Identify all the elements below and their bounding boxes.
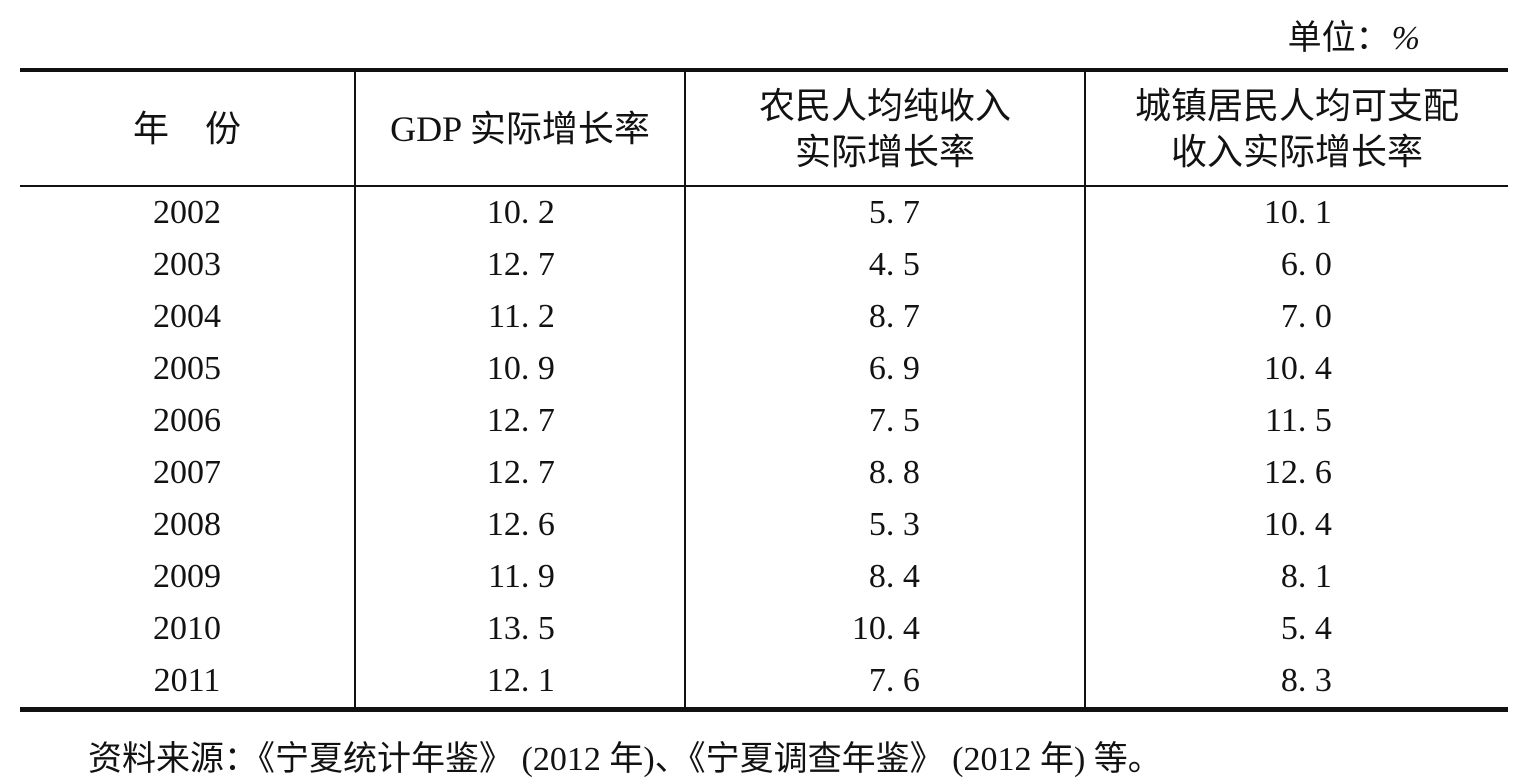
cell-value: 10. 9 bbox=[486, 350, 555, 387]
cell-gdp-growth: 11. 2 bbox=[354, 291, 685, 343]
table-row: 2007 12. 7 8. 8 12. 6 bbox=[20, 447, 1508, 499]
cell-value: 12. 1 bbox=[486, 662, 555, 699]
cell-value: 6. 0 bbox=[1280, 246, 1332, 283]
cell-year: 2010 bbox=[153, 610, 221, 647]
cell-rural-income-growth: 4. 5 bbox=[684, 239, 1085, 291]
cell-gdp-growth: 12. 6 bbox=[354, 499, 685, 551]
cell-gdp-growth: 11. 9 bbox=[354, 551, 685, 603]
cell-value: 8. 7 bbox=[868, 298, 920, 335]
cell-value: 12. 7 bbox=[486, 402, 555, 439]
header-text: 实际增长率 bbox=[794, 131, 975, 172]
cell-urban-income-growth: 6. 0 bbox=[1084, 239, 1508, 291]
table-row: 2008 12. 6 5. 3 10. 4 bbox=[20, 499, 1508, 551]
cell-value: 10. 4 bbox=[1263, 506, 1332, 543]
cell-gdp-growth: 10. 2 bbox=[354, 186, 685, 239]
unit-note-label: 单位： bbox=[1287, 20, 1390, 57]
cell-value: 11. 5 bbox=[1265, 402, 1332, 439]
header-text: 收入实际增长率 bbox=[1170, 131, 1423, 172]
column-header-rural-income-growth: 农民人均纯收入 实际增长率 bbox=[684, 70, 1085, 186]
table-row: 2010 13. 5 10. 4 5. 4 bbox=[20, 603, 1508, 655]
column-header-gdp-growth: GDP 实际增长率 bbox=[354, 70, 685, 186]
cell-value: 12. 7 bbox=[486, 246, 555, 283]
cell-rural-income-growth: 7. 5 bbox=[684, 395, 1085, 447]
cell-rural-income-growth: 8. 7 bbox=[684, 291, 1085, 343]
cell-gdp-growth: 12. 7 bbox=[354, 447, 685, 499]
cell-value: 5. 4 bbox=[1280, 610, 1332, 647]
cell-value: 11. 9 bbox=[488, 558, 555, 595]
table-row: 2002 10. 2 5. 7 10. 1 bbox=[20, 186, 1508, 239]
cell-rural-income-growth: 6. 9 bbox=[684, 343, 1085, 395]
cell-value: 11. 2 bbox=[488, 298, 555, 335]
cell-gdp-growth: 10. 9 bbox=[354, 343, 685, 395]
cell-value: 7. 6 bbox=[868, 662, 920, 699]
cell-urban-income-growth: 10. 1 bbox=[1084, 186, 1508, 239]
cell-value: 5. 7 bbox=[868, 194, 920, 231]
cell-year: 2009 bbox=[153, 558, 221, 595]
unit-note-value: % bbox=[1391, 20, 1420, 57]
cell-urban-income-growth: 8. 3 bbox=[1084, 655, 1508, 710]
cell-value: 12. 6 bbox=[486, 506, 555, 543]
cell-rural-income-growth: 5. 3 bbox=[684, 499, 1085, 551]
cell-value: 12. 7 bbox=[486, 454, 555, 491]
cell-value: 8. 4 bbox=[868, 558, 920, 595]
table-row: 2006 12. 7 7. 5 11. 5 bbox=[20, 395, 1508, 447]
source-note: 资料来源：《宁夏统计年鉴》 (2012 年)、《宁夏调查年鉴》 (2012 年)… bbox=[88, 741, 1162, 778]
column-header-year: 年 份 bbox=[20, 70, 355, 186]
cell-value: 10. 2 bbox=[486, 194, 555, 231]
cell-value: 10. 4 bbox=[1263, 350, 1332, 387]
column-header-urban-income-growth: 城镇居民人均可支配 收入实际增长率 bbox=[1084, 70, 1508, 186]
cell-value: 7. 0 bbox=[1280, 298, 1332, 335]
cell-value: 10. 1 bbox=[1263, 194, 1332, 231]
cell-value: 8. 8 bbox=[868, 454, 920, 491]
cell-year: 2008 bbox=[153, 506, 221, 543]
cell-year: 2011 bbox=[153, 662, 221, 699]
cell-value: 5. 3 bbox=[868, 506, 920, 543]
cell-gdp-growth: 12. 7 bbox=[354, 395, 685, 447]
cell-value: 7. 5 bbox=[868, 402, 920, 439]
cell-value: 13. 5 bbox=[486, 610, 555, 647]
cell-year: 2007 bbox=[153, 454, 221, 491]
cell-rural-income-growth: 8. 8 bbox=[684, 447, 1085, 499]
cell-gdp-growth: 12. 1 bbox=[354, 655, 685, 710]
cell-year: 2005 bbox=[153, 350, 221, 387]
cell-rural-income-growth: 5. 7 bbox=[684, 186, 1085, 239]
header-text: GDP 实际增长率 bbox=[390, 108, 650, 149]
cell-value: 6. 9 bbox=[868, 350, 920, 387]
cell-urban-income-growth: 11. 5 bbox=[1084, 395, 1508, 447]
cell-urban-income-growth: 7. 0 bbox=[1084, 291, 1508, 343]
header-row: 年 份 GDP 实际增长率 农民人均纯收入 实际增长率 城镇居民人均可支配 收入… bbox=[20, 70, 1508, 186]
cell-value: 4. 5 bbox=[868, 246, 920, 283]
header-text: 城镇居民人均可支配 bbox=[1134, 85, 1459, 126]
cell-year: 2004 bbox=[153, 298, 221, 335]
table-row: 2005 10. 9 6. 9 10. 4 bbox=[20, 343, 1508, 395]
cell-gdp-growth: 13. 5 bbox=[354, 603, 685, 655]
cell-value: 10. 4 bbox=[851, 610, 920, 647]
cell-urban-income-growth: 12. 6 bbox=[1084, 447, 1508, 499]
cell-value: 12. 6 bbox=[1263, 454, 1332, 491]
cell-rural-income-growth: 7. 6 bbox=[684, 655, 1085, 710]
growth-rate-table: 年 份 GDP 实际增长率 农民人均纯收入 实际增长率 城镇居民人均可支配 收入… bbox=[20, 68, 1508, 712]
cell-gdp-growth: 12. 7 bbox=[354, 239, 685, 291]
cell-value: 8. 3 bbox=[1280, 662, 1332, 699]
cell-urban-income-growth: 5. 4 bbox=[1084, 603, 1508, 655]
cell-rural-income-growth: 10. 4 bbox=[684, 603, 1085, 655]
table-row: 2004 11. 2 8. 7 7. 0 bbox=[20, 291, 1508, 343]
cell-value: 8. 1 bbox=[1280, 558, 1332, 595]
cell-year: 2006 bbox=[153, 402, 221, 439]
unit-note: 单位：% bbox=[1288, 10, 1420, 59]
table-row: 2011 12. 1 7. 6 8. 3 bbox=[20, 655, 1508, 710]
cell-rural-income-growth: 8. 4 bbox=[684, 551, 1085, 603]
cell-urban-income-growth: 10. 4 bbox=[1084, 499, 1508, 551]
table-row: 2003 12. 7 4. 5 6. 0 bbox=[20, 239, 1508, 291]
cell-urban-income-growth: 8. 1 bbox=[1084, 551, 1508, 603]
cell-year: 2002 bbox=[153, 194, 221, 231]
table-row: 2009 11. 9 8. 4 8. 1 bbox=[20, 551, 1508, 603]
header-text: 年 份 bbox=[132, 108, 241, 149]
cell-urban-income-growth: 10. 4 bbox=[1084, 343, 1508, 395]
cell-year: 2003 bbox=[153, 246, 221, 283]
header-text: 农民人均纯收入 bbox=[758, 85, 1011, 126]
